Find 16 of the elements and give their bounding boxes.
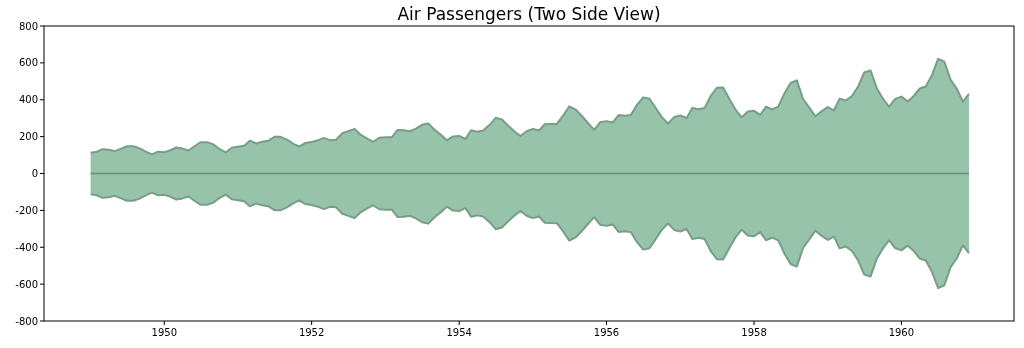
x-tick-label: 1956 bbox=[593, 327, 620, 338]
y-tick-label: 800 bbox=[18, 20, 38, 32]
y-tick-label: -400 bbox=[15, 241, 38, 253]
chart-title: Air Passengers (Two Side View) bbox=[397, 4, 661, 24]
x-tick-label: 1960 bbox=[888, 327, 915, 338]
y-tick-label: 600 bbox=[18, 57, 38, 69]
y-tick-label: 200 bbox=[18, 131, 38, 143]
y-tick-label: -600 bbox=[15, 278, 38, 290]
x-tick-label: 1950 bbox=[151, 327, 178, 338]
y-tick-label: -200 bbox=[15, 204, 38, 216]
y-tick-label: 0 bbox=[31, 168, 38, 179]
x-tick-label: 1952 bbox=[298, 327, 325, 338]
x-tick-label: 1958 bbox=[741, 327, 767, 338]
y-tick-label: 400 bbox=[18, 94, 38, 106]
y-tick-label: -800 bbox=[15, 315, 38, 327]
x-tick-label: 1954 bbox=[446, 327, 472, 338]
